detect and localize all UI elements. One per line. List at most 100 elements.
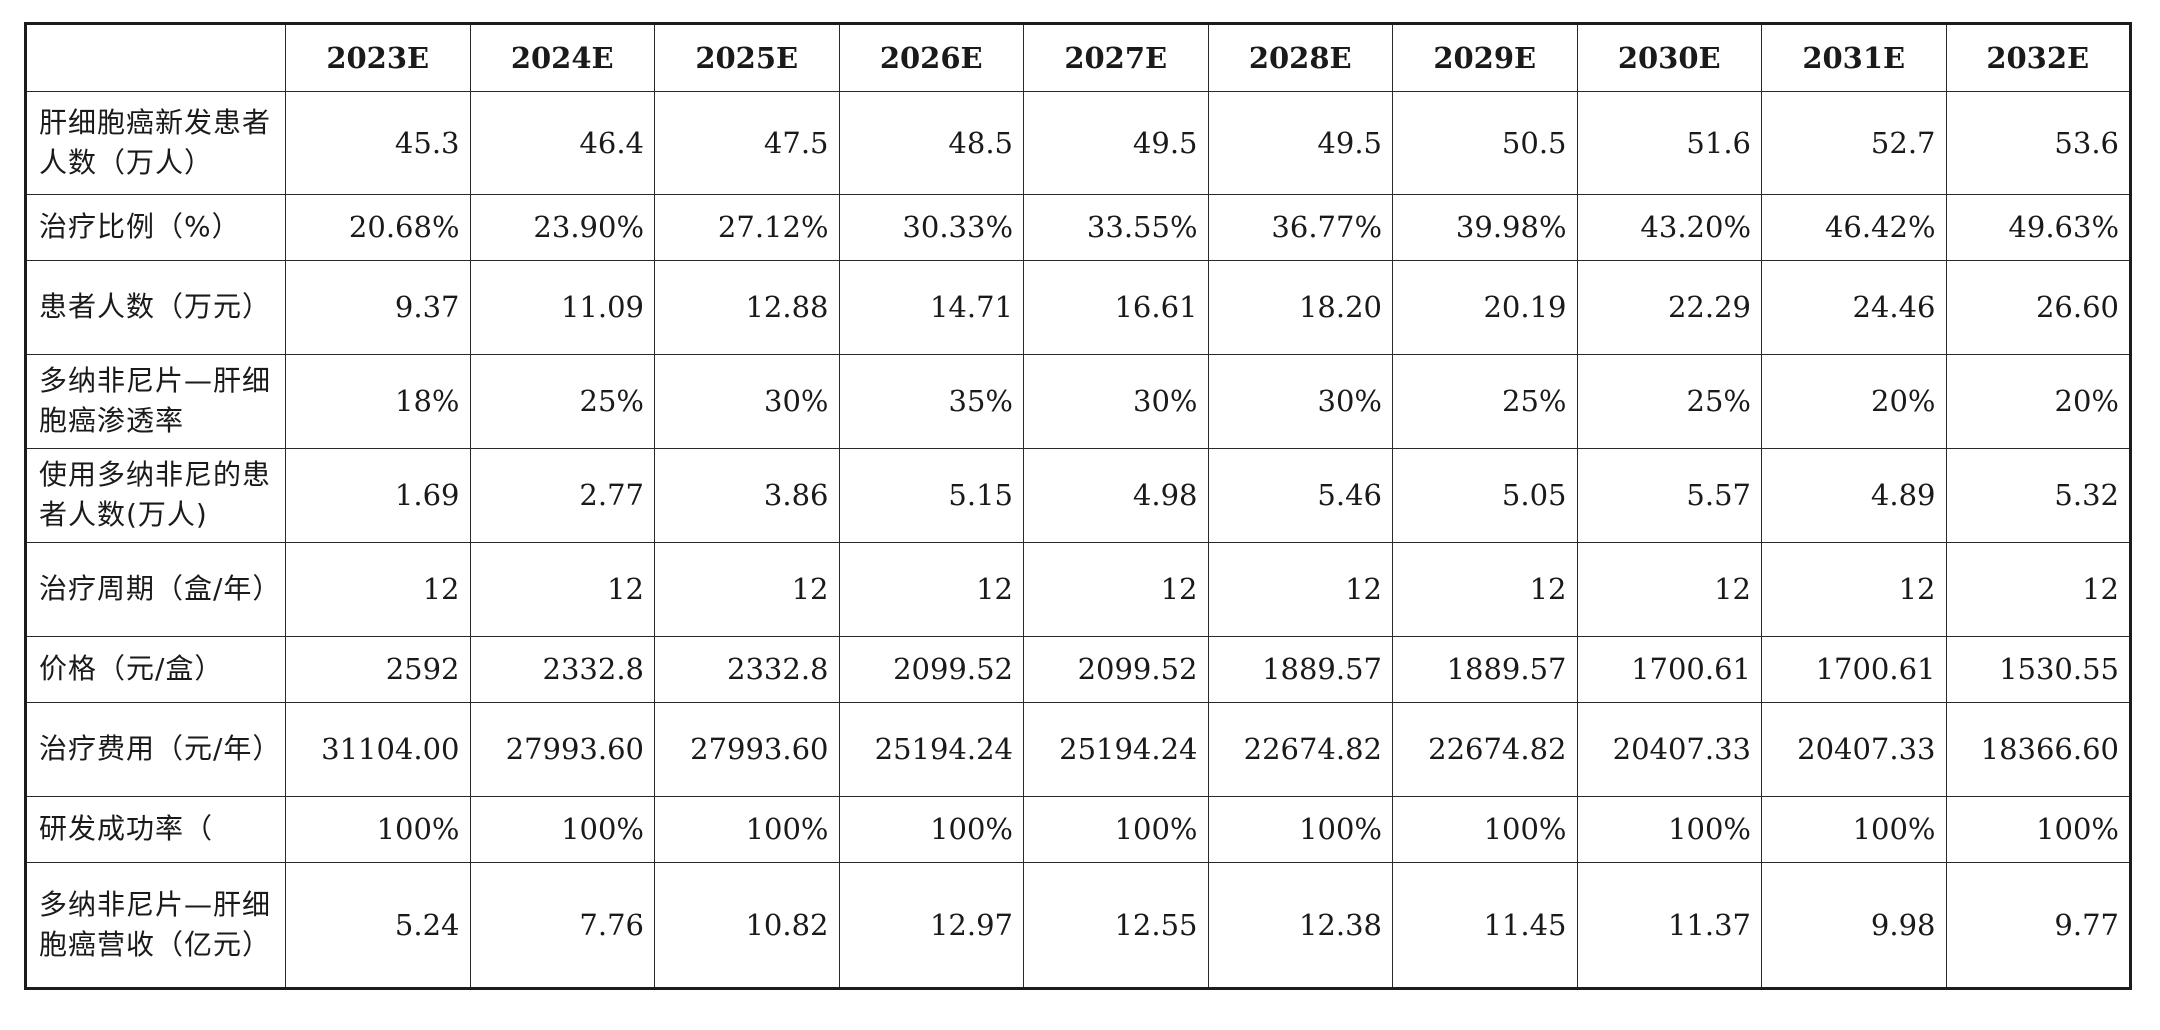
- cell-penetration-rate: 25%: [1576, 353, 1762, 449]
- cell-treatment-ratio: 46.42%: [1761, 193, 1947, 261]
- cell-donafenib-patients: 5.15: [838, 447, 1024, 543]
- forecast-table-frame: 2023E 2024E 2025E 2026E 2027E 2028E 2029…: [24, 22, 2132, 990]
- cell-new-patients: 49.5: [1207, 91, 1393, 195]
- year-header: 2027E: [1023, 23, 1209, 92]
- cell-rd-success-rate: 100%: [1576, 795, 1762, 863]
- row-label-revenue: 多纳非尼片—肝细胞癌营收（亿元）: [25, 861, 286, 990]
- year-header: 2029E: [1392, 23, 1578, 92]
- table-row: 治疗费用（元/年） 31104.00 27993.60 27993.60 25194.2…: [25, 701, 2131, 797]
- cell-penetration-rate: 20%: [1945, 353, 2131, 449]
- cell-patient-count: 20.19: [1392, 259, 1578, 355]
- cell-treatment-ratio: 20.68%: [285, 193, 471, 261]
- cell-donafenib-patients: 2.77: [469, 447, 655, 543]
- table-row: 多纳非尼片—肝细胞癌渗透率 18% 25% 30% 35% 30% 30% 25% 25% 20%…: [25, 353, 2131, 449]
- cell-revenue: 10.82: [654, 861, 840, 990]
- cell-rd-success-rate: 100%: [285, 795, 471, 863]
- cell-new-patients: 47.5: [654, 91, 840, 195]
- corner-cell: [25, 23, 286, 92]
- table-row: 治疗比例（%） 20.68% 23.90% 27.12% 30.33% 33.55% 36.…: [25, 193, 2131, 261]
- cell-donafenib-patients: 1.69: [285, 447, 471, 543]
- cell-revenue: 9.77: [1945, 861, 2131, 990]
- cell-new-patients: 52.7: [1761, 91, 1947, 195]
- cell-patient-count: 9.37: [285, 259, 471, 355]
- cell-treatment-cost: 25194.24: [838, 701, 1024, 797]
- row-label-treatment-ratio: 治疗比例（%）: [25, 193, 286, 261]
- cell-new-patients: 49.5: [1023, 91, 1209, 195]
- cell-price: 1889.57: [1207, 635, 1393, 703]
- cell-treatment-cost: 31104.00: [285, 701, 471, 797]
- cell-patient-count: 11.09: [469, 259, 655, 355]
- cell-rd-success-rate: 100%: [838, 795, 1024, 863]
- cell-treatment-cycle: 12: [1761, 541, 1947, 637]
- cell-patient-count: 18.20: [1207, 259, 1393, 355]
- cell-patient-count: 26.60: [1945, 259, 2131, 355]
- table-row: 多纳非尼片—肝细胞癌营收（亿元） 5.24 7.76 10.82 12.97 12.55 1…: [25, 861, 2131, 990]
- cell-donafenib-patients: 5.32: [1945, 447, 2131, 543]
- cell-treatment-ratio: 43.20%: [1576, 193, 1762, 261]
- header-row: 2023E 2024E 2025E 2026E 2027E 2028E 2029…: [25, 23, 2131, 92]
- cell-revenue: 11.45: [1392, 861, 1578, 990]
- row-label-penetration-rate: 多纳非尼片—肝细胞癌渗透率: [25, 353, 286, 449]
- cell-price: 2592: [285, 635, 471, 703]
- cell-donafenib-patients: 4.98: [1023, 447, 1209, 543]
- cell-new-patients: 46.4: [469, 91, 655, 195]
- cell-penetration-rate: 20%: [1761, 353, 1947, 449]
- cell-penetration-rate: 30%: [1207, 353, 1393, 449]
- cell-new-patients: 53.6: [1945, 91, 2131, 195]
- cell-new-patients: 50.5: [1392, 91, 1578, 195]
- cell-penetration-rate: 35%: [838, 353, 1024, 449]
- cell-treatment-cost: 27993.60: [469, 701, 655, 797]
- table-row: 患者人数（万元） 9.37 11.09 12.88 14.71 16.61 18.20 20.…: [25, 259, 2131, 355]
- cell-penetration-rate: 30%: [654, 353, 840, 449]
- table-row: 研发成功率（ 100% 100% 100% 100% 100% 100% 100% 100% 10…: [25, 795, 2131, 863]
- row-label-treatment-cost: 治疗费用（元/年）: [25, 701, 286, 797]
- cell-patient-count: 12.88: [654, 259, 840, 355]
- cell-price: 1700.61: [1761, 635, 1947, 703]
- cell-rd-success-rate: 100%: [1207, 795, 1393, 863]
- cell-treatment-ratio: 33.55%: [1023, 193, 1209, 261]
- cell-treatment-cost: 25194.24: [1023, 701, 1209, 797]
- cell-donafenib-patients: 4.89: [1761, 447, 1947, 543]
- cell-price: 2099.52: [838, 635, 1024, 703]
- table-body: 肝细胞癌新发患者人数（万人） 45.3 46.4 47.5 48.5 49.5 49.5 50…: [25, 91, 2131, 990]
- cell-revenue: 12.38: [1207, 861, 1393, 990]
- cell-price: 2332.8: [654, 635, 840, 703]
- cell-revenue: 11.37: [1576, 861, 1762, 990]
- year-header: 2031E: [1761, 23, 1947, 92]
- cell-donafenib-patients: 3.86: [654, 447, 840, 543]
- cell-treatment-cost: 22674.82: [1392, 701, 1578, 797]
- cell-rd-success-rate: 100%: [654, 795, 840, 863]
- cell-donafenib-patients: 5.05: [1392, 447, 1578, 543]
- cell-rd-success-rate: 100%: [1023, 795, 1209, 863]
- cell-price: 1530.55: [1945, 635, 2131, 703]
- cell-penetration-rate: 25%: [1392, 353, 1578, 449]
- cell-revenue: 12.97: [838, 861, 1024, 990]
- cell-treatment-cycle: 12: [1023, 541, 1209, 637]
- cell-treatment-cycle: 12: [1945, 541, 2131, 637]
- cell-patient-count: 22.29: [1576, 259, 1762, 355]
- year-header: 2028E: [1207, 23, 1393, 92]
- row-label-rd-success-rate: 研发成功率（: [25, 795, 286, 863]
- cell-treatment-ratio: 49.63%: [1945, 193, 2131, 261]
- year-header: 2023E: [285, 23, 471, 92]
- cell-new-patients: 45.3: [285, 91, 471, 195]
- cell-patient-count: 14.71: [838, 259, 1024, 355]
- cell-price: 2099.52: [1023, 635, 1209, 703]
- cell-revenue: 5.24: [285, 861, 471, 990]
- cell-treatment-ratio: 39.98%: [1392, 193, 1578, 261]
- row-label-donafenib-patients: 使用多纳非尼的患者人数(万人): [25, 447, 286, 543]
- cell-revenue: 7.76: [469, 861, 655, 990]
- cell-treatment-cost: 20407.33: [1761, 701, 1947, 797]
- forecast-table: 2023E 2024E 2025E 2026E 2027E 2028E 2029…: [24, 22, 2132, 990]
- cell-penetration-rate: 30%: [1023, 353, 1209, 449]
- cell-treatment-cycle: 12: [1392, 541, 1578, 637]
- cell-penetration-rate: 18%: [285, 353, 471, 449]
- row-label-treatment-cycle: 治疗周期（盒/年）: [25, 541, 286, 637]
- year-header: 2032E: [1945, 23, 2131, 92]
- year-header: 2030E: [1576, 23, 1762, 92]
- cell-donafenib-patients: 5.57: [1576, 447, 1762, 543]
- cell-new-patients: 48.5: [838, 91, 1024, 195]
- cell-donafenib-patients: 5.46: [1207, 447, 1393, 543]
- year-header: 2026E: [838, 23, 1024, 92]
- table-row: 肝细胞癌新发患者人数（万人） 45.3 46.4 47.5 48.5 49.5 49.5 50…: [25, 91, 2131, 195]
